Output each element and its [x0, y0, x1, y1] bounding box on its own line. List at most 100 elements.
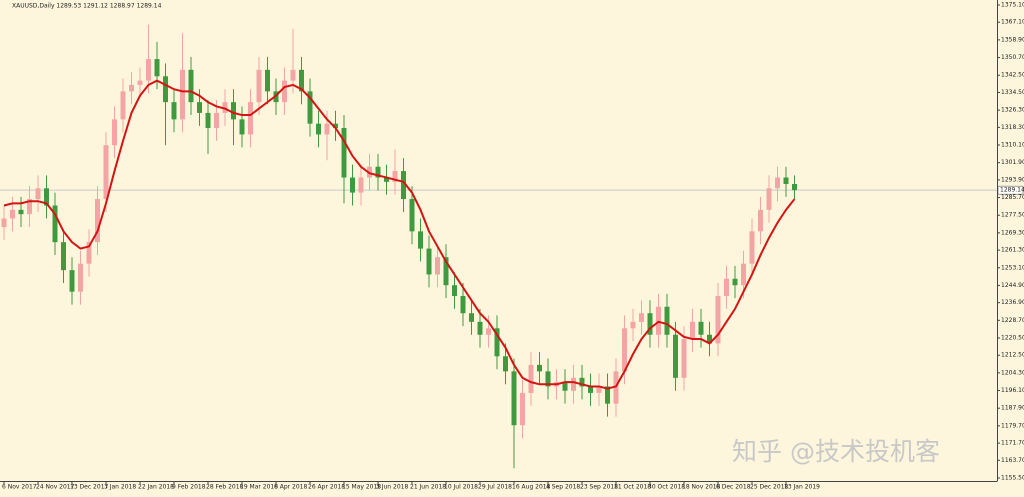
y-tick-label: 1367.10: [1001, 19, 1024, 26]
candle-body: [95, 199, 100, 243]
candle-body: [375, 166, 381, 178]
y-tick-label: 1301.90: [1001, 159, 1024, 166]
y-tick-label: 1204.30: [1001, 369, 1024, 376]
candle-body: [588, 386, 593, 393]
candle-body: [163, 76, 168, 103]
x-tick-label: 9 Feb 2018: [172, 484, 206, 491]
candle-body: [316, 123, 321, 135]
candle-body: [443, 257, 449, 286]
candle-body: [384, 177, 389, 182]
candle-body: [324, 123, 330, 135]
candle-body: [18, 209, 24, 215]
x-tick-label: 13 Jan 2019: [784, 484, 820, 491]
candle-body: [528, 364, 534, 393]
candle-body: [307, 91, 313, 124]
y-tick-label: 1310.10: [1001, 141, 1024, 148]
candle-body: [639, 313, 644, 322]
candle-body: [418, 231, 423, 249]
candle-body: [341, 127, 347, 178]
x-tick-label: 22 Jan 2018: [138, 484, 174, 491]
candle-body: [409, 199, 415, 232]
candle-body: [392, 171, 398, 182]
candle-body: [282, 80, 287, 103]
y-tick-label: 1155.50: [1001, 474, 1024, 481]
candle-body: [494, 328, 500, 357]
candle-body: [460, 295, 466, 314]
y-tick-label: 1285.70: [1001, 194, 1024, 201]
x-tick-label: 3 Jun 2018: [376, 484, 408, 491]
candle-body: [537, 364, 542, 372]
candle-body: [613, 371, 619, 404]
candle-body: [724, 278, 729, 296]
y-tick-label: 1236.90: [1001, 299, 1024, 306]
x-tick-label: 29 Jul 2018: [478, 484, 512, 491]
candle-body: [78, 263, 83, 292]
candle-body: [715, 295, 721, 344]
candle-body: [69, 270, 75, 292]
candle-body: [605, 386, 610, 404]
x-tick-label: 23 Sep 2018: [580, 484, 618, 491]
chart-title: XAUUSD,Daily 1289.53 1291.12 1288.97 128…: [12, 3, 162, 10]
candle-body: [112, 119, 117, 146]
candle-body: [520, 392, 525, 426]
candle-body: [214, 112, 219, 128]
candle-body: [137, 80, 143, 85]
x-tick-label: 19 Mar 2018: [240, 484, 278, 491]
candle-body: [545, 371, 551, 387]
candle-body: [486, 328, 491, 335]
y-tick-label: 1342.50: [1001, 72, 1024, 79]
candle-body: [299, 69, 304, 92]
x-tick-label: 13 Dec 2017: [70, 484, 109, 491]
candle-body: [248, 102, 253, 135]
x-tick-label: 16 Aug 2018: [512, 484, 551, 491]
y-tick-label: 1358.90: [1001, 36, 1024, 43]
y-tick-label: 1163.70: [1001, 457, 1024, 464]
y-tick-label: 1244.90: [1001, 282, 1024, 289]
candle-body: [596, 386, 602, 393]
candle-body: [503, 356, 508, 372]
candle-body: [664, 306, 670, 335]
candle-body: [1, 218, 7, 228]
candle-body: [477, 321, 483, 335]
x-tick-label: 6 Nov 2017: [2, 484, 37, 491]
y-tick-label: 1375.10: [1001, 1, 1024, 8]
x-tick-label: 6 Apr 2018: [274, 484, 307, 491]
y-tick-label: 1350.70: [1001, 54, 1024, 61]
candle-body: [562, 382, 568, 391]
y-tick-label: 1253.10: [1001, 264, 1024, 271]
last-price-label: 1289.14: [1000, 187, 1024, 194]
y-tick-label: 1179.70: [1001, 422, 1024, 429]
candle-body: [622, 328, 627, 372]
candle-body: [350, 177, 355, 193]
watermark: 知乎 @技术投机客: [732, 437, 940, 466]
candle-body: [571, 377, 576, 391]
candle-body: [579, 377, 585, 387]
candle-body: [630, 321, 636, 329]
x-tick-label: 10 Jul 2018: [444, 484, 478, 491]
candle-body: [469, 313, 474, 322]
x-tick-label: 26 Apr 2018: [308, 484, 345, 491]
y-tick-label: 1171.70: [1001, 440, 1024, 447]
candle-body: [146, 59, 151, 81]
candle-body: [129, 84, 134, 92]
x-tick-label: 25 Dec 2018: [750, 484, 789, 491]
candle-body: [792, 183, 797, 191]
candle-body: [27, 199, 32, 215]
candle-body: [758, 209, 763, 232]
candle-body: [732, 278, 738, 286]
last-price-box: [997, 185, 1024, 195]
y-tick-label: 1187.90: [1001, 405, 1024, 412]
x-tick-label: 30 Oct 2018: [648, 484, 685, 491]
candle-body: [358, 177, 364, 193]
candle-body: [511, 371, 517, 426]
candle-body: [154, 59, 160, 77]
candle-body: [197, 102, 202, 113]
candle-body: [86, 242, 92, 264]
candle-body: [239, 119, 245, 135]
x-tick-label: 28 Feb 2018: [206, 484, 244, 491]
candle-body: [656, 306, 661, 335]
candle-body: [333, 123, 338, 128]
candle-body: [52, 205, 58, 243]
y-tick-label: 1334.50: [1001, 89, 1024, 96]
